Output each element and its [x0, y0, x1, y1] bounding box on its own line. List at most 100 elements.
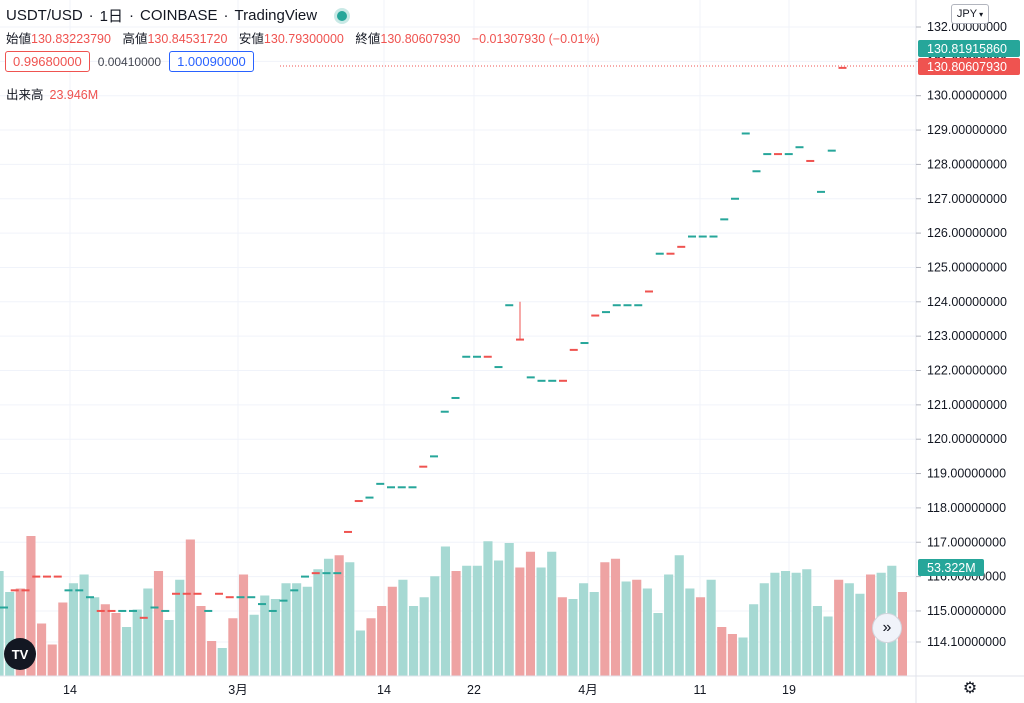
market-status-icon[interactable] [337, 10, 348, 21]
time-tick-label: 22 [467, 683, 481, 697]
candle [397, 486, 406, 489]
sell-button[interactable]: 0.99680000 [5, 51, 90, 72]
volume-bar [90, 597, 100, 676]
volume-bar [780, 571, 791, 676]
price-tick-label: 127.00000000 [927, 192, 1007, 206]
candle [322, 572, 331, 575]
candle [784, 153, 793, 156]
candle [451, 396, 460, 399]
scroll-to-realtime-button[interactable]: » [872, 613, 902, 643]
volume-bar [175, 579, 185, 676]
candle [655, 252, 664, 255]
candle [731, 197, 739, 200]
volume-bar [557, 597, 567, 676]
high-price-label: 130.81915860 [927, 42, 1007, 56]
volume-bar [323, 558, 334, 676]
volume-bar [345, 562, 355, 676]
candle [774, 153, 782, 156]
volume-bar [440, 546, 450, 676]
volume-bar [483, 541, 493, 676]
volume-bar [525, 551, 536, 676]
interval-separator: · [88, 7, 94, 24]
volume-bar [717, 627, 727, 676]
chevron-down-icon: ▾ [979, 9, 984, 19]
candle [333, 572, 342, 575]
candle [483, 355, 492, 358]
exchange-separator: · [129, 7, 135, 24]
gear-icon[interactable]: ⚙ [962, 680, 978, 697]
volume-bar [812, 606, 822, 676]
price-candles [0, 66, 847, 619]
volume-bar [653, 613, 663, 676]
volume-bar [727, 634, 737, 676]
volume-axis-label: 53.322M [927, 561, 976, 575]
currency-button[interactable]: JPY ▾ [951, 4, 989, 24]
price-tick-label: 117.00000000 [927, 535, 1006, 549]
candle [258, 603, 266, 606]
volume-bar [865, 574, 876, 676]
volume-bar [122, 627, 132, 676]
volume-bar [334, 555, 344, 676]
low-label: 安値 [238, 32, 264, 46]
volume-bar [37, 623, 47, 676]
candle [591, 314, 600, 317]
candle [172, 592, 180, 595]
candle [344, 530, 352, 533]
price-axis[interactable]: 132.00000000131.00000000130.00000000129.… [916, 20, 1007, 649]
candle [247, 596, 256, 599]
candle [268, 609, 277, 612]
volume-bar [270, 599, 280, 676]
time-tick-label: 4月 [578, 683, 597, 697]
volume-bar [515, 567, 525, 676]
volume-bar [68, 583, 79, 676]
candle [21, 589, 30, 592]
tradingview-logo[interactable]: TV [4, 638, 36, 670]
candle [150, 606, 159, 609]
candle [225, 596, 234, 599]
open-label: 始値 [6, 32, 32, 46]
volume-bar [143, 588, 153, 676]
price-tick-label: 121.00000000 [927, 398, 1007, 412]
volume-bar [462, 565, 472, 676]
candle [86, 596, 94, 599]
volume-bar [855, 593, 865, 676]
candle [354, 500, 363, 503]
symbol-legend[interactable]: USDT/USD · 1日 · COINBASE · TradingView [6, 5, 348, 26]
buy-button[interactable]: 1.00090000 [169, 51, 254, 72]
low-value: 130.79300000 [263, 32, 344, 46]
volume-bar [100, 604, 110, 676]
volume-bar [79, 574, 89, 676]
time-tick-label: 14 [63, 683, 77, 697]
volume-bar [706, 579, 716, 676]
candle [129, 609, 137, 612]
order-panel: 0.99680000 0.00410000 1.00090000 [5, 51, 254, 72]
volume-bar [504, 543, 514, 676]
candle [569, 348, 578, 351]
volume-bar [568, 599, 578, 676]
interval-label[interactable]: 1日 [99, 8, 124, 25]
candle [182, 592, 191, 595]
volume-bar [132, 609, 142, 676]
candle [10, 589, 19, 592]
price-tick-label: 129.00000000 [927, 123, 1007, 137]
candle [365, 496, 374, 499]
volume-bar [408, 606, 419, 676]
candle [118, 609, 127, 612]
candle [763, 153, 772, 156]
candle [462, 355, 471, 358]
price-tick-label: 118.00000000 [927, 501, 1006, 515]
change-value: −0.01307930 (−0.01%) [471, 32, 600, 46]
symbol-name[interactable]: USDT/USD [6, 7, 83, 24]
candle [677, 245, 686, 248]
volume-label: 出来高 [6, 88, 44, 102]
volume-bar [494, 560, 504, 676]
volume-legend[interactable]: 出来高 23.946M [6, 84, 98, 103]
candle [709, 235, 718, 238]
volume-label-bg [918, 559, 984, 576]
candle [516, 338, 524, 341]
candle [698, 235, 707, 238]
time-axis[interactable]: 14 3月 14 22 4月 11 19 [63, 683, 796, 697]
volume-bar [642, 588, 652, 676]
candle [537, 379, 546, 382]
